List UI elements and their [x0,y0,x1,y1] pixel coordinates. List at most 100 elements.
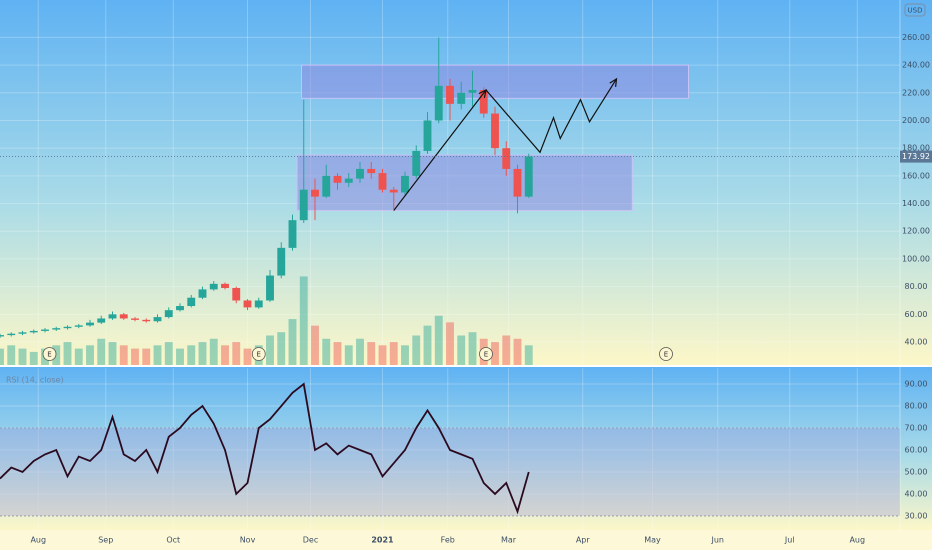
rsi-tick-label: 40.00 [905,489,928,498]
x-tick-label: May [644,536,661,545]
earnings-label: E [47,351,51,359]
candle-body [502,148,511,169]
volume-bar [0,348,4,365]
candle-body [344,178,353,183]
volume-bar [86,345,94,365]
volume-bar [18,348,27,365]
y-tick-label: 100.00 [902,254,930,263]
candle-body [254,300,263,308]
candle-body [232,288,241,301]
candle-body [18,332,27,334]
rsi-label: RSI (14, close) [6,376,64,385]
candle-body [7,333,16,336]
volume-bar [311,325,319,365]
candle-body [41,329,49,331]
rsi-tick-label: 60.00 [905,445,928,454]
volume-bar [209,338,218,365]
volume-bar [446,322,454,365]
time-axis [0,530,932,550]
rsi-tick-label: 80.00 [905,402,928,411]
volume-bar [344,345,353,365]
candle-body [468,90,477,93]
rsi-line [0,382,530,515]
x-tick-label: Jun [711,536,725,545]
volume-bar [457,335,466,365]
volume-bar [389,342,398,365]
volume-bar [142,348,151,365]
candle-body [299,189,308,221]
candle-body [479,90,488,114]
y-tick-label: 180.00 [902,144,930,153]
y-tick-label: 240.00 [902,61,930,70]
y-tick-label: 60.00 [905,310,928,319]
candle-body [153,317,162,322]
x-tick-label: Aug [30,536,46,545]
volume-bar [74,348,83,365]
y-tick-label: 160.00 [902,171,930,180]
candle-body [378,173,387,190]
candle-body [367,168,376,174]
y-tick-label: 200.00 [902,116,930,125]
volume-bar [412,335,421,365]
volume-bar [401,345,409,365]
candle-body [311,189,319,197]
candle-body [277,247,286,276]
x-tick-label: Dec [303,536,318,545]
candle-body [97,318,106,323]
candle-body [164,310,173,318]
volume-bar [119,345,128,365]
rsi-tick-label: 50.00 [905,467,928,476]
zone [301,64,689,99]
volume-bar [232,342,241,365]
volume-bar [356,338,364,365]
candle-body [356,168,364,179]
y-tick-label: 260.00 [902,33,930,42]
volume-bar [164,342,173,365]
candle-body [288,220,297,248]
y-tick-label: 140.00 [902,199,930,208]
volume-bar [277,332,286,365]
volume-bar [423,325,432,365]
candle-body [243,300,252,308]
volume-bar [97,338,106,365]
volume-bar [131,348,139,365]
x-tick-label: Apr [576,536,591,545]
arrow-head [609,77,618,87]
volume-bar [153,345,162,365]
candle-body [108,314,117,319]
y-tick-label: 220.00 [902,88,930,97]
volume-bar [176,348,184,365]
earnings-label: E [484,351,488,359]
candle-body [209,283,218,290]
x-tick-label: 2021 [371,536,394,545]
candle-body [389,189,398,193]
rsi-band [0,428,900,516]
volume-bar [108,342,117,365]
volume-bar [243,348,252,365]
volume-bar [468,332,477,365]
rsi-tick-label: 30.00 [905,511,928,520]
candle-body [187,297,196,307]
volume-bar [367,342,376,365]
last-price-box [900,150,932,163]
volume-bar [29,351,38,365]
x-tick-label: Mar [501,536,517,545]
candle-body [74,325,83,327]
currency: USD [908,7,923,15]
candle-body [131,318,139,320]
x-tick-label: Nov [240,536,256,545]
candle-body [142,319,151,322]
volume-bar [63,342,72,365]
candle-body [119,314,128,319]
y-tick-label: 80.00 [905,282,928,291]
rsi-pane [0,367,932,530]
volume-bar [502,335,511,365]
volume-bar [378,345,387,365]
candle-body [446,85,454,104]
volume-bar [187,345,196,365]
candle-body [0,335,4,337]
volume-bar [524,345,533,365]
candle-body [333,175,342,183]
rsi-tick-label: 70.00 [905,424,928,433]
volume-bar [198,342,207,365]
